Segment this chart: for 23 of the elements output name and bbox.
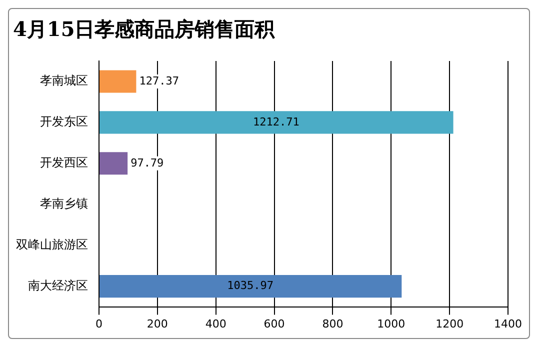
x-tick-label: 1000 (377, 317, 406, 330)
data-label: 127.37 (139, 74, 179, 88)
y-tick-label: 孝南城区 (40, 74, 88, 88)
x-tick-label: 200 (146, 317, 168, 330)
y-tick-label: 南大经济区 (28, 278, 88, 292)
bar (100, 275, 402, 298)
x-tick-label: 1400 (494, 317, 522, 330)
chart-title: 4月15日孝感商品房销售面积 (13, 17, 276, 42)
bar (100, 152, 128, 175)
data-label: 97.79 (130, 156, 164, 170)
x-tick-label: 800 (322, 317, 344, 330)
x-tick-label: 600 (264, 317, 285, 330)
bar (100, 111, 454, 134)
y-tick-label: 开发西区 (40, 156, 88, 170)
y-tick-label: 开发东区 (40, 114, 88, 129)
y-tick-label: 双峰山旅游区 (16, 237, 88, 252)
data-label: 1212.71 (252, 115, 300, 128)
x-tick-label: 400 (205, 317, 226, 330)
x-tick-label: 0 (96, 317, 102, 330)
y-tick-label: 孝南乡镇 (40, 196, 88, 211)
data-label: 1035.97 (227, 279, 274, 292)
x-tick-label: 1200 (436, 317, 464, 330)
bar (100, 70, 136, 93)
